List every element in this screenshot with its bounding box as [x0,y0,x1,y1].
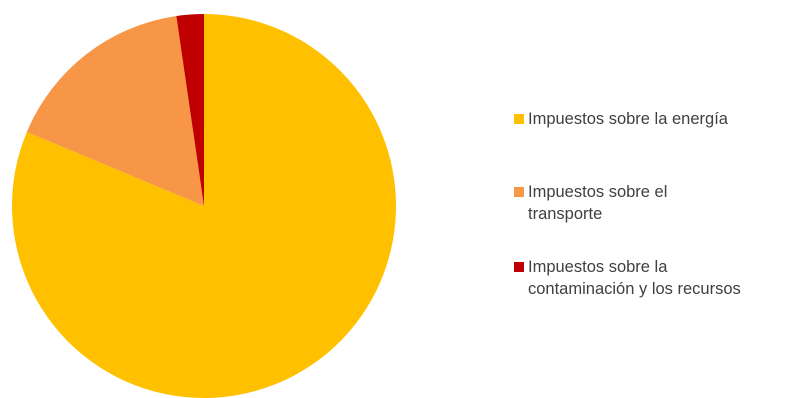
legend-swatch-energia [514,114,524,124]
legend-label-energia: Impuestos sobre la energía [528,110,728,128]
pie-slice-energia [12,14,396,398]
pie-slice-transporte [26,16,205,206]
pie-slices [12,14,396,398]
legend-label-contaminacion: Impuestos sobre la contaminación y los r… [528,258,741,298]
legend-item-transporte: Impuestos sobre el transporte [514,181,806,225]
legend-swatch-contaminacion [514,262,524,272]
pie-slice-contaminacion [176,14,204,206]
legend-label-transporte: Impuestos sobre el transporte [528,183,668,223]
legend-swatch-transporte [514,187,524,197]
legend-item-energia: Impuestos sobre la energía [514,108,806,130]
legend-item-contaminacion: Impuestos sobre la contaminación y los r… [514,256,806,300]
